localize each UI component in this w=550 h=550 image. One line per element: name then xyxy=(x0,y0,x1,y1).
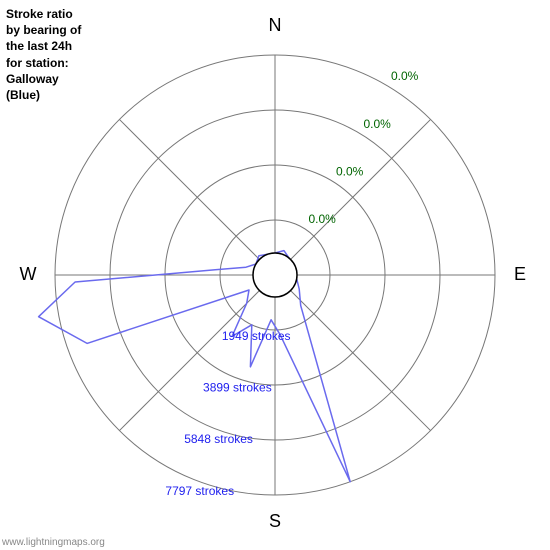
polar-plot: N E S W 0.0% 0.0% 0.0% 0.0% 1949 strokes 3899 str… xyxy=(0,0,550,550)
svg-text:0.0%: 0.0% xyxy=(391,69,419,83)
svg-text:7797 strokes: 7797 strokes xyxy=(165,484,234,498)
svg-text:0.0%: 0.0% xyxy=(336,164,364,178)
svg-text:5848 strokes: 5848 strokes xyxy=(184,432,253,446)
svg-text:3899 strokes: 3899 strokes xyxy=(203,381,272,395)
svg-text:N: N xyxy=(269,15,282,35)
svg-text:S: S xyxy=(269,511,281,531)
svg-text:1949 strokes: 1949 strokes xyxy=(222,329,291,343)
footer-credit: www.lightningmaps.org xyxy=(2,537,105,548)
svg-text:W: W xyxy=(20,264,37,284)
svg-text:0.0%: 0.0% xyxy=(309,212,337,226)
svg-text:E: E xyxy=(514,264,526,284)
svg-text:0.0%: 0.0% xyxy=(364,117,392,131)
